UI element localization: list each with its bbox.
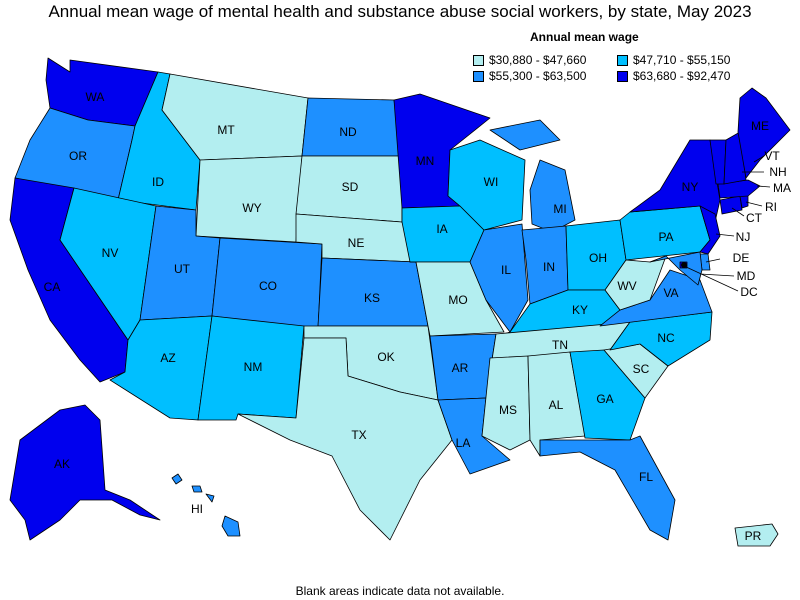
label-CO: CO <box>259 279 277 293</box>
label-ID: ID <box>152 175 164 189</box>
state-TX[interactable] <box>237 337 453 541</box>
legend-swatch <box>617 54 628 66</box>
label-WI: WI <box>484 175 499 189</box>
label-NV: NV <box>102 246 119 260</box>
legend-swatch <box>473 70 484 82</box>
legend-item-tier2: $55,300 - $63,500 <box>473 69 586 83</box>
legend-label: $47,710 - $55,150 <box>633 53 731 67</box>
label-NE: NE <box>348 236 365 250</box>
label-MI: MI <box>553 202 566 216</box>
label-OR: OR <box>69 149 87 163</box>
leader-line <box>753 155 765 163</box>
label-ME: ME <box>751 119 769 133</box>
label-ND: ND <box>339 125 357 139</box>
label-AK: AK <box>54 457 70 471</box>
legend-label: $63,680 - $92,470 <box>633 69 731 83</box>
label-UT: UT <box>174 262 191 276</box>
label-DC: DC <box>740 285 758 299</box>
label-KY: KY <box>572 303 588 317</box>
label-PR: PR <box>745 529 762 543</box>
leader-line <box>745 201 763 207</box>
label-NH: NH <box>769 165 786 179</box>
footnote: Blank areas indicate data not available. <box>295 584 505 598</box>
map-title: Annual mean wage of mental health and su… <box>48 2 752 21</box>
label-TN: TN <box>552 338 568 352</box>
label-TX: TX <box>351 428 366 442</box>
label-AL: AL <box>549 398 564 412</box>
label-IN: IN <box>543 260 555 274</box>
label-MS: MS <box>499 403 517 417</box>
leader-line <box>756 185 771 188</box>
label-SD: SD <box>342 180 359 194</box>
leader-line <box>699 273 735 277</box>
state-ME[interactable] <box>737 87 791 179</box>
state-CT[interactable] <box>719 195 743 215</box>
label-AZ: AZ <box>160 351 175 365</box>
dc-marker <box>681 262 687 268</box>
label-WV: WV <box>617 279 636 293</box>
label-MN: MN <box>416 154 435 168</box>
legend-label: $55,300 - $63,500 <box>489 69 587 83</box>
label-CA: CA <box>44 280 61 294</box>
label-PA: PA <box>658 230 673 244</box>
label-VT: VT <box>764 149 780 163</box>
label-IL: IL <box>501 263 511 277</box>
state-MD[interactable] <box>649 251 703 286</box>
label-OK: OK <box>377 350 394 364</box>
legend-item-tier1: $30,880 - $47,660 <box>473 53 586 67</box>
label-WA: WA <box>86 90 105 104</box>
label-GA: GA <box>596 392 613 406</box>
label-HI: HI <box>191 502 203 516</box>
legend-swatch <box>617 70 628 82</box>
state-FL[interactable] <box>539 435 676 541</box>
label-LA: LA <box>456 436 471 450</box>
label-NM: NM <box>244 360 263 374</box>
label-MA: MA <box>773 181 791 195</box>
label-DE: DE <box>733 251 750 265</box>
state-WY[interactable] <box>195 155 303 243</box>
state-PR[interactable] <box>734 523 779 547</box>
label-MO: MO <box>448 293 467 307</box>
state-WI[interactable] <box>447 139 526 231</box>
label-WY: WY <box>242 201 261 215</box>
label-OH: OH <box>589 251 607 265</box>
leader-line <box>705 258 721 263</box>
state-AK[interactable] <box>9 404 161 541</box>
legend-item-tier4: $63,680 - $92,470 <box>617 69 730 83</box>
label-VA: VA <box>663 286 678 300</box>
leader-line <box>731 207 745 217</box>
label-MD: MD <box>737 269 756 283</box>
label-FL: FL <box>639 470 653 484</box>
state-HI[interactable] <box>171 473 241 537</box>
label-KS: KS <box>364 291 380 305</box>
leader-line <box>683 265 739 292</box>
label-SC: SC <box>633 362 650 376</box>
state-GA[interactable] <box>569 349 646 441</box>
legend-item-tier3: $47,710 - $55,150 <box>617 53 730 67</box>
state-MS[interactable] <box>481 355 531 451</box>
legend-label: $30,880 - $47,660 <box>489 53 587 67</box>
legend-swatch <box>473 54 484 66</box>
label-NY: NY <box>682 180 699 194</box>
label-CT: CT <box>746 211 763 225</box>
leader-line <box>715 233 735 237</box>
label-NC: NC <box>657 331 675 345</box>
label-AR: AR <box>452 361 469 375</box>
label-RI: RI <box>765 200 777 214</box>
label-IA: IA <box>436 222 447 236</box>
label-MT: MT <box>217 123 235 137</box>
legend-title: Annual mean wage <box>530 30 639 44</box>
label-NJ: NJ <box>736 230 751 244</box>
